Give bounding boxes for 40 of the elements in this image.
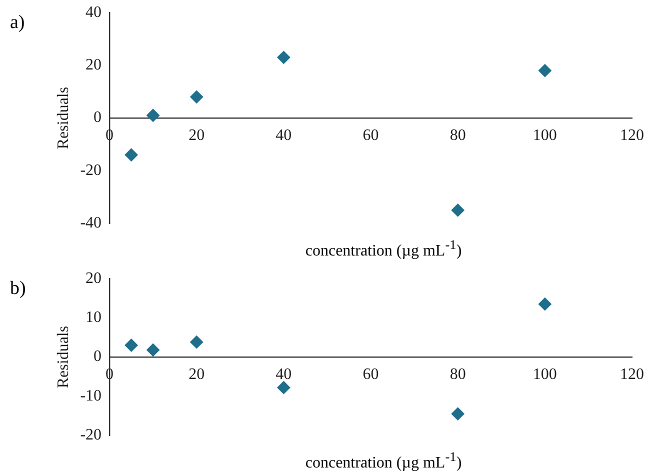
y-tick-label: -20: [80, 426, 102, 444]
x-tick-label: 120: [620, 126, 644, 144]
x-axis-title: concentration (µg mL$^{-1}$): [304, 236, 463, 260]
x-tick-label: 120: [620, 366, 644, 384]
x-axis-title: concentration (µg mL$^{-1}$): [304, 448, 463, 473]
y-tick-label: 40: [86, 4, 102, 21]
y-tick-label: -20: [80, 162, 102, 179]
point: [451, 408, 464, 421]
x-tick-label: 40: [276, 126, 292, 144]
chart-title: a): [10, 12, 25, 34]
point: [538, 298, 552, 311]
point: [190, 90, 204, 104]
point: [146, 344, 160, 357]
point: [538, 64, 552, 78]
point: [124, 148, 138, 162]
point: [277, 50, 290, 64]
y-tick-label: -40: [80, 214, 102, 232]
x-tick-label: 80: [450, 126, 466, 144]
x-tick-label: 40: [276, 366, 292, 384]
x-tick-label: 60: [362, 126, 379, 144]
y-tick-label: 0: [94, 348, 102, 366]
x-tick-label: 20: [188, 126, 205, 144]
x-tick-label: 100: [532, 126, 557, 144]
x-tick-label: 80: [450, 366, 466, 384]
y-tick-label: 20: [86, 56, 102, 74]
point: [190, 336, 204, 349]
x-tick-label: 20: [188, 366, 205, 384]
y-axis-title: Residuals: [54, 86, 72, 150]
y-tick-label: 10: [86, 309, 102, 326]
point: [277, 381, 290, 394]
y-tick-label: 0: [94, 109, 102, 126]
y-tick-label: -10: [80, 388, 102, 405]
point: [451, 204, 464, 217]
x-tick-label: 60: [362, 366, 379, 384]
chart-title: b): [10, 278, 26, 300]
y-axis-title: Residuals: [54, 326, 72, 388]
x-tick-label: 100: [532, 366, 557, 384]
point: [124, 339, 138, 352]
point: [146, 108, 160, 122]
y-tick-label: 20: [86, 270, 102, 288]
